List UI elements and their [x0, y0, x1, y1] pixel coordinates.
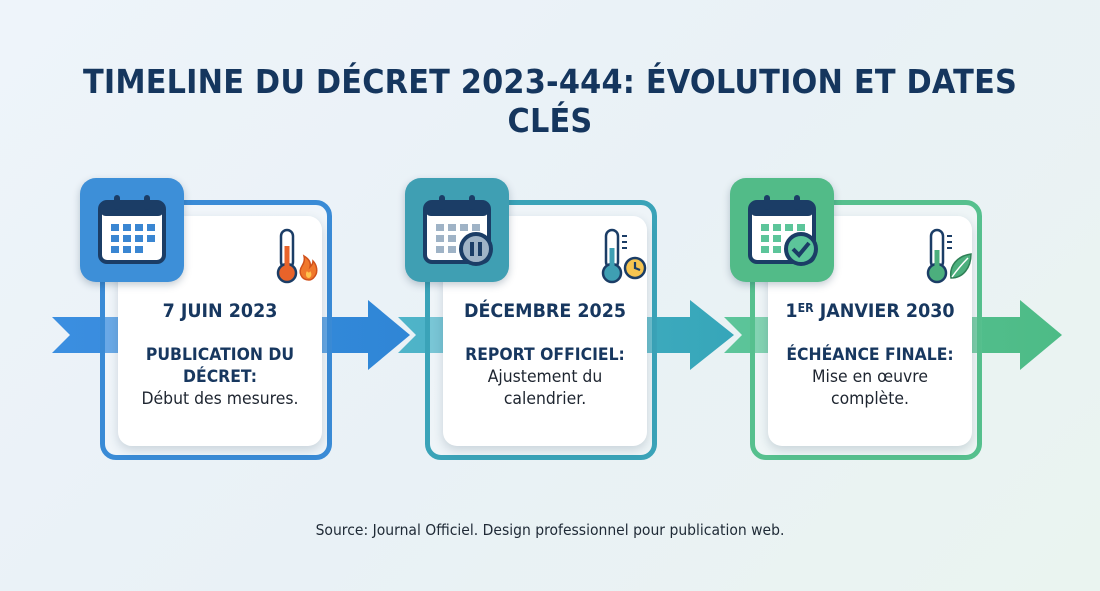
timeline-step-1: 7 JUIN 2023 PUBLICATION DU DÉCRET: Début… [80, 178, 340, 468]
step-description: Mise en œuvre complète. [812, 367, 928, 409]
calendar-badge [730, 178, 834, 282]
calendar-check-icon [748, 195, 818, 266]
calendar-pause-icon [423, 195, 493, 266]
step-date-day: 1 [785, 300, 798, 322]
thermometer-flame-icon [276, 228, 318, 284]
step-date: DÉCEMBRE 2025 [463, 300, 627, 322]
step-label: PUBLICATION DU DÉCRET: [145, 345, 295, 387]
thermometer-clock-icon [601, 228, 647, 284]
step-label: REPORT OFFICIEL: [465, 345, 625, 365]
thermometer-leaf-icon [926, 228, 972, 284]
calendar-badge [80, 178, 184, 282]
step-date-suffix: ER [797, 301, 814, 315]
step-description: Début des mesures. [141, 389, 299, 409]
page-title: TIMELINE DU DÉCRET 2023-444: ÉVOLUTION E… [82, 62, 1018, 140]
step-description: Ajustement du calendrier. [487, 367, 603, 409]
step-date-rest: JANVIER 2030 [813, 300, 955, 322]
timeline-step-2: DÉCEMBRE 2025 REPORT OFFICIEL: Ajustemen… [405, 178, 665, 468]
calendar-badge [405, 178, 509, 282]
timeline-step-3: 1ER JANVIER 2030 ÉCHÉANCE FINALE: Mise e… [730, 178, 990, 468]
step-date: 7 JUIN 2023 [162, 300, 278, 322]
source-caption: Source: Journal Officiel. Design profess… [315, 521, 785, 539]
step-label: ÉCHÉANCE FINALE: [786, 345, 954, 365]
calendar-icon [98, 195, 166, 264]
step-date: 1ER JANVIER 2030 [776, 300, 964, 322]
